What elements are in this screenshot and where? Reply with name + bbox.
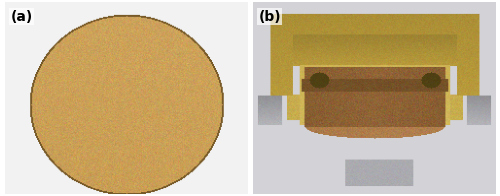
Text: (b): (b) bbox=[258, 10, 281, 24]
Text: (a): (a) bbox=[11, 10, 33, 24]
